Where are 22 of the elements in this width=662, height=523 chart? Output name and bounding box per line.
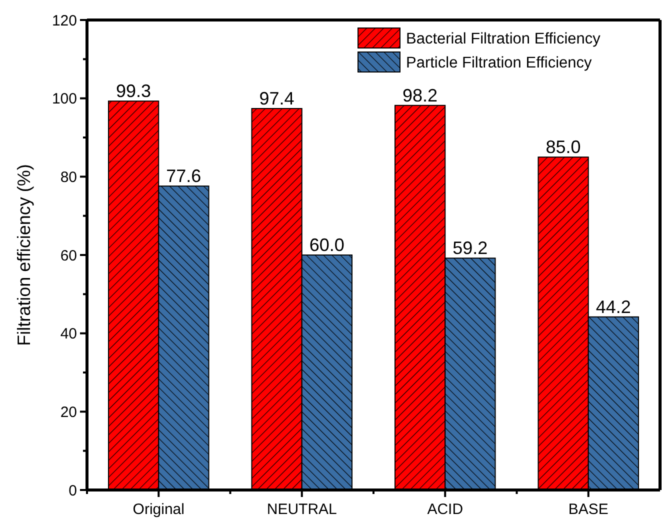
data-label: 77.6 bbox=[166, 166, 202, 186]
data-label: 59.2 bbox=[452, 238, 488, 258]
y-tick-label: 80 bbox=[60, 168, 77, 186]
y-tick-label: 40 bbox=[60, 326, 77, 343]
x-tick-label: BASE bbox=[568, 501, 608, 518]
data-label: 97.4 bbox=[259, 88, 294, 109]
x-tick-label: ACID bbox=[427, 501, 464, 518]
x-tick-label: Original bbox=[132, 501, 184, 518]
y-tick-label: 20 bbox=[60, 404, 77, 421]
data-label: 60.0 bbox=[309, 235, 344, 255]
y-tick-label: 100 bbox=[52, 90, 77, 108]
y-tick-label: 120 bbox=[52, 12, 77, 30]
y-tick-label: 60 bbox=[60, 247, 77, 264]
data-label: 85.0 bbox=[546, 137, 581, 158]
legend-label: Bacterial Filtration Efficiency bbox=[406, 30, 601, 48]
data-label: 99.3 bbox=[116, 81, 152, 102]
data-label: 98.2 bbox=[402, 85, 438, 106]
y-tick-label: 0 bbox=[68, 482, 77, 500]
legend-label: Particle Filtration Efficiency bbox=[406, 54, 592, 72]
x-tick-label: NEUTRAL bbox=[266, 501, 337, 518]
data-label: 44.2 bbox=[596, 296, 631, 317]
y-axis-title: Filtration efficiency (%) bbox=[14, 164, 34, 346]
